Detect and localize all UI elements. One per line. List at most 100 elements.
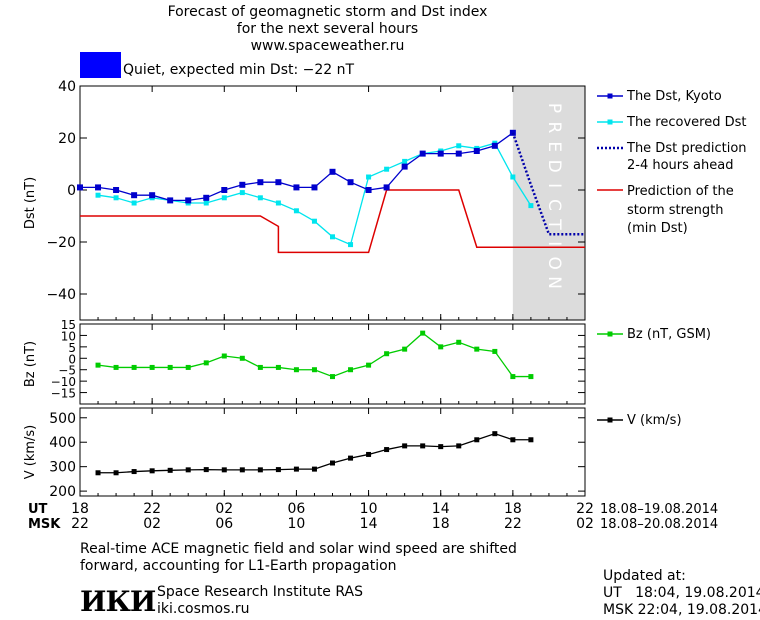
recovered-dst-point — [456, 143, 462, 149]
prediction-label-letter: N — [544, 276, 564, 289]
v-point — [492, 431, 498, 437]
recovered-dst-line — [97, 142, 532, 246]
bz-point — [384, 351, 390, 357]
v-point — [366, 451, 372, 457]
prediction-label-letter: I — [544, 241, 564, 246]
recovered-dst-point — [528, 203, 534, 209]
bz-point — [113, 364, 119, 370]
y-tick-label: −10 — [51, 375, 76, 389]
y-tick-label: 0 — [67, 183, 76, 199]
dst-kyoto-point — [239, 181, 246, 188]
dst-kyoto-point — [95, 184, 102, 191]
dst-kyoto-point — [455, 150, 462, 157]
v-point — [95, 470, 101, 476]
bz-point — [528, 374, 534, 380]
y-tick-label: 300 — [49, 460, 76, 476]
prediction-label-letter: T — [544, 218, 564, 230]
dst-kyoto-point — [419, 150, 426, 157]
prediction-label-letter: E — [544, 141, 564, 152]
msk-tick-label: 14 — [360, 516, 378, 530]
bz-point — [330, 374, 335, 380]
y-tick-label: −20 — [46, 235, 76, 251]
ut-tick-label: 22 — [143, 501, 161, 517]
dst-kyoto-point — [77, 184, 83, 191]
y-axis-label: Bz (nT) — [23, 341, 38, 387]
bz-point — [474, 346, 480, 352]
v-point — [330, 460, 335, 466]
prediction-label-letter: D — [544, 160, 564, 173]
bz-point — [438, 344, 444, 350]
dst-kyoto-point — [113, 187, 120, 193]
y-tick-label: 500 — [49, 411, 76, 427]
v-point — [348, 455, 354, 461]
bz-point — [239, 355, 245, 361]
dst-kyoto-point — [473, 148, 480, 154]
y-tick-label: 0 — [68, 352, 76, 366]
v-point — [510, 437, 516, 443]
v-point — [402, 443, 408, 449]
recovered-dst-point — [510, 174, 516, 180]
v-point — [275, 467, 281, 473]
panel-frame — [79, 85, 586, 321]
ut-tick-label: 10 — [360, 501, 378, 517]
dst-kyoto-point — [437, 150, 444, 157]
dst-kyoto-point — [203, 194, 210, 201]
v-point — [528, 437, 534, 443]
v-point — [131, 469, 137, 475]
recovered-dst-point — [275, 200, 281, 206]
v-point — [293, 466, 299, 472]
institute-site[interactable]: iki.cosmos.ru — [157, 601, 250, 617]
v-point — [185, 467, 191, 473]
v-point — [384, 447, 390, 453]
dst-prediction-line — [511, 132, 585, 236]
legend-bz-label: Bz (nT, GSM) — [627, 327, 711, 342]
v-point — [257, 467, 263, 473]
dst-kyoto-point — [167, 197, 174, 204]
title-line-1: Forecast of geomagnetic storm and Dst in… — [167, 4, 488, 20]
y-tick-label: −40 — [46, 287, 76, 303]
v-point — [456, 443, 462, 449]
legend-dst-kyoto-label: The Dst, Kyoto — [626, 89, 722, 104]
legend-strength-label-1: Prediction of the — [627, 184, 734, 199]
y-tick-label: −15 — [51, 387, 76, 401]
bz-point — [131, 364, 137, 370]
recovered-dst-point — [131, 200, 137, 206]
y-tick-label: 40 — [58, 79, 76, 95]
v-point — [149, 468, 155, 474]
dst-kyoto-point — [491, 142, 498, 149]
dst-kyoto-point — [347, 179, 354, 186]
v-point — [167, 467, 173, 473]
footer-note-line-1: Real-time ACE magnetic field and solar w… — [80, 541, 517, 557]
dst-kyoto-point — [185, 197, 192, 204]
recovered-dst-point — [257, 195, 263, 201]
legend-v-marker — [607, 417, 613, 423]
dst-kyoto-point — [329, 168, 336, 175]
bz-point — [203, 360, 209, 366]
msk-tick-label: 02 — [143, 516, 161, 530]
prediction-label-letter: I — [544, 183, 564, 188]
legend-recovered-marker — [607, 119, 613, 125]
ut-tick-label: 18 — [71, 501, 89, 517]
bz-point — [311, 367, 317, 373]
msk-range: 18.08–20.08.2014 — [600, 517, 718, 530]
ut-tick-label: 22 — [576, 501, 594, 517]
dst-kyoto-point — [275, 179, 282, 186]
y-tick-label: 10 — [61, 329, 76, 343]
recovered-dst-point — [311, 218, 317, 224]
updated-ut: UT 18:04, 19.08.2014 — [603, 585, 760, 601]
legend-dst-kyoto-marker — [607, 93, 613, 99]
y-tick-label: 20 — [58, 131, 76, 147]
msk-tick-label: 02 — [576, 516, 594, 530]
y-tick-label: −5 — [58, 364, 76, 378]
recovered-dst-point — [384, 166, 390, 172]
dst-kyoto-point — [383, 184, 390, 191]
dst-kyoto-point — [365, 187, 372, 193]
recovered-dst-point — [293, 208, 299, 214]
legend-prediction-label-2: 2-4 hours ahead — [627, 158, 733, 173]
updated-msk: MSK 22:04, 19.08.2014 — [603, 602, 760, 618]
prediction-region — [512, 86, 585, 320]
bz-point — [257, 364, 263, 370]
legend-v-label: V (km/s) — [627, 413, 682, 428]
bz-point — [348, 367, 354, 373]
